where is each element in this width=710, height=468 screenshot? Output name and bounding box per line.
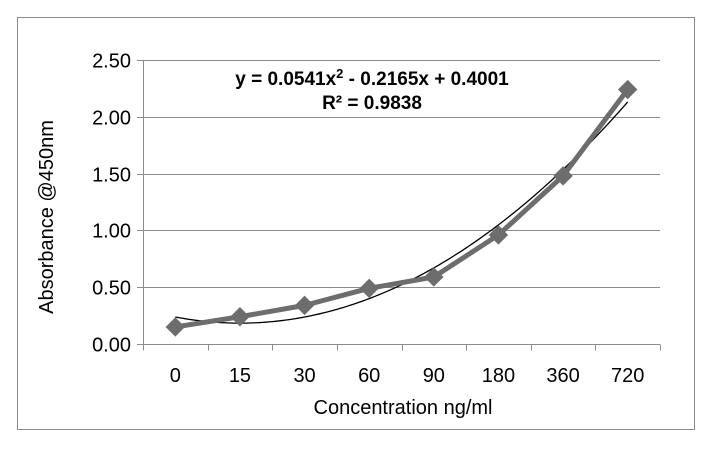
data-point-marker [553,166,573,186]
equation-rest: - 0.2165x + 0.4001 [343,69,509,90]
axes [143,60,660,345]
y-axis-ticks: 0.00 0.50 1.00 1.50 2.00 2.50 [92,51,143,357]
r-squared-label: R² = 0.9838 [322,93,422,114]
chart-border [17,17,695,430]
grid-lines [143,60,660,288]
x-tick-label: 720 [611,365,644,387]
x-tick-label: 180 [482,365,515,387]
series-line [174,88,630,330]
data-point-marker [359,278,379,299]
y-tick-label: 1.00 [92,221,131,243]
trendline-equation: y = 0.0541x2 - 0.2165x + 0.4001 [235,66,509,90]
x-tick-label: 30 [293,365,315,387]
y-tick-label: 2.50 [92,51,131,73]
x-tick-label: 90 [423,365,445,387]
x-tick-label: 0 [170,365,181,387]
data-point-marker [165,317,186,337]
x-axis-ticks: 0 15 30 60 90 180 360 720 [143,344,661,387]
x-tick-label: 360 [546,365,579,387]
data-point-marker [617,79,638,100]
y-tick-label: 0.50 [92,278,131,300]
data-point-marker [488,225,509,245]
x-tick-label: 15 [229,365,251,387]
y-tick-label: 0.00 [92,335,131,357]
data-point-marker [294,295,315,316]
equation-exponent: 2 [336,66,343,81]
y-tick-label: 1.50 [92,165,131,187]
x-tick-label: 60 [358,365,380,387]
y-tick-label: 2.00 [92,108,131,130]
y-axis-title: Absorbance @450nm [36,120,58,314]
data-point-marker [424,267,444,287]
x-axis-title: Concentration ng/ml [314,397,493,419]
data-series [165,79,638,337]
data-point-marker [230,307,250,327]
